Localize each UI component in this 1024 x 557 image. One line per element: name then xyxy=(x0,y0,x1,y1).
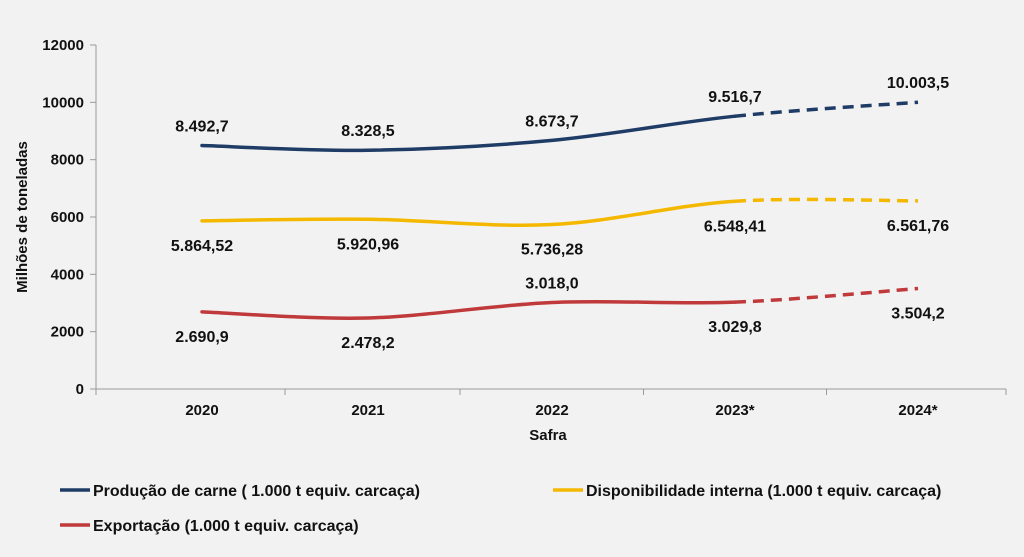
series-line-actual xyxy=(200,114,737,153)
series-line-actual xyxy=(200,299,737,320)
data-label: 2.690,9 xyxy=(175,329,228,346)
series-lines xyxy=(200,100,919,320)
data-label: 5.736,28 xyxy=(521,242,583,259)
legend-label: Disponibilidade interna (1.000 t equiv. … xyxy=(586,483,941,500)
y-tick-label: 6000 xyxy=(51,209,84,226)
x-tick-label: 2021 xyxy=(351,402,384,419)
y-axis-title: Milhões de toneladas xyxy=(14,141,31,293)
data-label: 5.864,52 xyxy=(171,238,233,255)
data-label: 6.548,41 xyxy=(704,218,766,235)
y-tick-label: 0 xyxy=(76,381,84,398)
y-tick-label: 2000 xyxy=(51,324,84,341)
data-label: 8.492,7 xyxy=(175,119,228,136)
legend-label: Produção de carne ( 1.000 t equiv. carca… xyxy=(93,483,420,500)
x-tick-label: 2024* xyxy=(898,402,937,419)
data-label: 8.673,7 xyxy=(525,113,578,130)
data-label: 8.328,5 xyxy=(341,123,394,140)
data-label: 3.029,8 xyxy=(708,319,761,336)
x-tick-label: 2022 xyxy=(535,402,568,419)
data-label: 2.478,2 xyxy=(341,335,394,352)
data-label: 9.516,7 xyxy=(708,89,761,106)
x-tick-label: 2020 xyxy=(185,402,218,419)
series-line-projected xyxy=(734,100,919,118)
y-tick-label: 4000 xyxy=(51,266,84,283)
data-labels: 8.492,7 8.328,5 8.673,7 9.516,7 10.003,5 5.86… xyxy=(171,75,949,352)
data-label: 10.003,5 xyxy=(887,75,949,92)
series-line-actual xyxy=(200,199,737,227)
data-label: 3.018,0 xyxy=(525,275,578,292)
y-tick-label: 8000 xyxy=(51,152,84,169)
x-tick-label: 2023* xyxy=(715,402,754,419)
series-line-projected xyxy=(734,197,919,204)
y-tick-label: 10000 xyxy=(42,94,84,111)
x-axis-title: Safra xyxy=(529,427,567,444)
data-label: 5.920,96 xyxy=(337,236,399,253)
legend: Produção de carne ( 1.000 t equiv. carca… xyxy=(60,483,941,535)
axes: 0 2000 4000 6000 8000 10000 12000 2020 2021 2022 2… xyxy=(42,37,1007,419)
legend-label: Exportação (1.000 t equiv. carcaça) xyxy=(93,518,359,535)
data-label: 6.561,76 xyxy=(887,218,949,235)
data-label: 3.504,2 xyxy=(891,306,944,323)
series-line-projected xyxy=(734,286,919,304)
y-tick-label: 12000 xyxy=(42,37,84,54)
